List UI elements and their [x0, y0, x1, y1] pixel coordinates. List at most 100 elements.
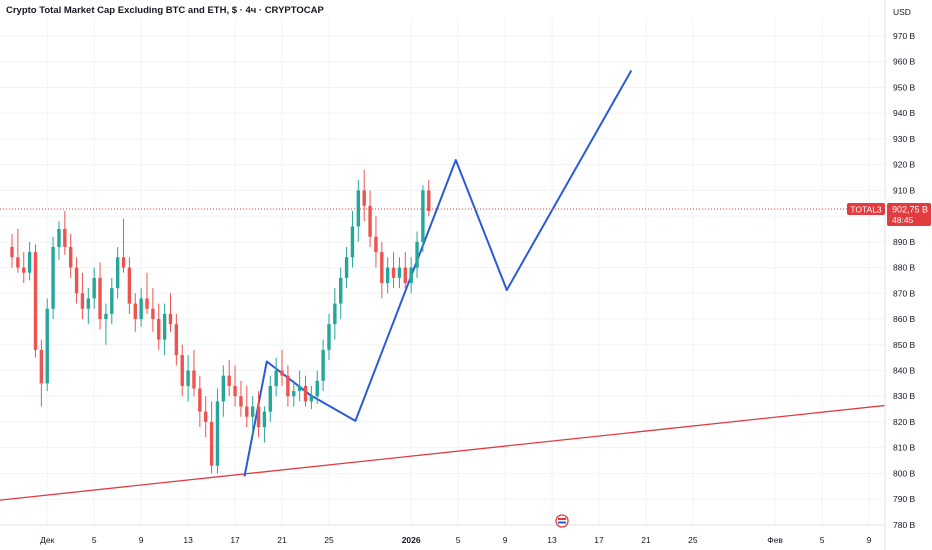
- x-tick-label: 13: [547, 535, 557, 545]
- candle-body: [362, 190, 366, 206]
- y-tick-label: 940 B: [893, 108, 916, 118]
- candle-body: [180, 355, 184, 386]
- candle: [268, 375, 272, 422]
- candle: [133, 293, 137, 332]
- candle-body: [256, 406, 261, 428]
- projection-zigzag: [243, 70, 633, 477]
- candle-body: [303, 385, 308, 402]
- candle-body: [151, 308, 155, 320]
- candle-body: [145, 298, 149, 309]
- candle-body: [427, 190, 431, 211]
- grid: [0, 18, 885, 526]
- candle: [315, 370, 319, 404]
- candle-body: [74, 267, 79, 294]
- candle: [297, 370, 302, 402]
- candle: [192, 349, 196, 397]
- candle-body: [397, 267, 402, 278]
- candle: [104, 303, 108, 345]
- y-tick-label: 950 B: [893, 82, 916, 92]
- candle-body: [409, 267, 413, 284]
- candle-body: [174, 324, 179, 356]
- candle: [10, 234, 14, 268]
- candle: [286, 365, 290, 407]
- candle-body: [391, 267, 396, 278]
- candle: [33, 244, 38, 358]
- candle-body: [421, 190, 425, 242]
- candle-body: [385, 267, 390, 284]
- candle-body: [233, 385, 237, 397]
- candle-body: [350, 226, 355, 258]
- candle: [174, 313, 179, 366]
- candle-body: [39, 349, 44, 384]
- candle-body: [415, 241, 419, 268]
- event-marker-icon: [555, 514, 569, 528]
- candle: [22, 252, 26, 284]
- candle-body: [27, 252, 32, 273]
- candle: [385, 257, 390, 294]
- countdown-label: 48:45: [892, 215, 914, 225]
- candle: [162, 303, 167, 356]
- x-tick-label: 21: [277, 535, 287, 545]
- x-tick-label: 9: [139, 535, 144, 545]
- event-marker-ring: [555, 514, 569, 528]
- candle: [250, 396, 255, 435]
- candle: [51, 236, 55, 320]
- candle: [262, 406, 267, 443]
- candle: [39, 339, 44, 407]
- candle-body: [239, 396, 243, 407]
- y-tick-label: 880 B: [893, 263, 916, 273]
- candle-body: [204, 411, 208, 422]
- candle: [256, 391, 261, 438]
- time-axis: Дек 5 9 13 17 21 25 2026 5 9 13 17 21 25 Фев 5 9: [0, 524, 885, 545]
- x-tick-label: 2026: [402, 535, 421, 545]
- drawings: [0, 70, 932, 501]
- candle-body: [51, 246, 55, 309]
- y-tick-label: 930 B: [893, 134, 916, 144]
- y-tick-label: 820 B: [893, 417, 916, 427]
- y-tick-label: 830 B: [893, 391, 916, 401]
- candle: [145, 272, 149, 314]
- x-tick-label: 9: [867, 535, 872, 545]
- candle-body: [344, 257, 349, 278]
- y-tick-label: 910 B: [893, 185, 916, 195]
- candle: [74, 257, 79, 304]
- candle: [391, 252, 396, 289]
- candle-body: [33, 252, 38, 350]
- event-marker-stripe: [558, 518, 567, 520]
- candle: [209, 401, 214, 474]
- x-tick-label: Дек: [40, 535, 54, 545]
- candle-body: [403, 267, 407, 284]
- y-tick-label: 810 B: [893, 443, 916, 453]
- candle: [280, 349, 284, 386]
- y-tick-label: 850 B: [893, 340, 916, 350]
- price-axis: USD 780 B 790 B 800 B 810 B 820 B 830 B 840 B 85…: [884, 0, 932, 550]
- candle: [245, 385, 249, 428]
- candle: [239, 380, 243, 417]
- candle-body: [286, 375, 290, 397]
- x-tick-label: 5: [92, 535, 97, 545]
- candle: [227, 360, 231, 397]
- candle-body: [374, 236, 378, 253]
- y-tick-label: 970 B: [893, 31, 916, 41]
- candle-body: [339, 277, 343, 304]
- candle-body: [98, 277, 102, 320]
- price-label: 902,75 B: [892, 205, 928, 215]
- candle: [303, 375, 308, 407]
- candle: [321, 339, 325, 392]
- candle-body: [297, 385, 302, 392]
- candle: [63, 210, 67, 255]
- y-tick-label: 800 B: [893, 468, 916, 478]
- candle-body: [215, 401, 220, 466]
- candle: [380, 241, 384, 299]
- candle-body: [356, 190, 361, 227]
- candle-body: [221, 375, 226, 402]
- candle-body: [292, 391, 296, 397]
- y-tick-label: 960 B: [893, 57, 916, 67]
- x-tick-label: 5: [456, 535, 461, 545]
- candle: [80, 272, 85, 320]
- candle: [374, 216, 378, 268]
- candle-body: [127, 267, 132, 304]
- price-badge: [887, 203, 931, 227]
